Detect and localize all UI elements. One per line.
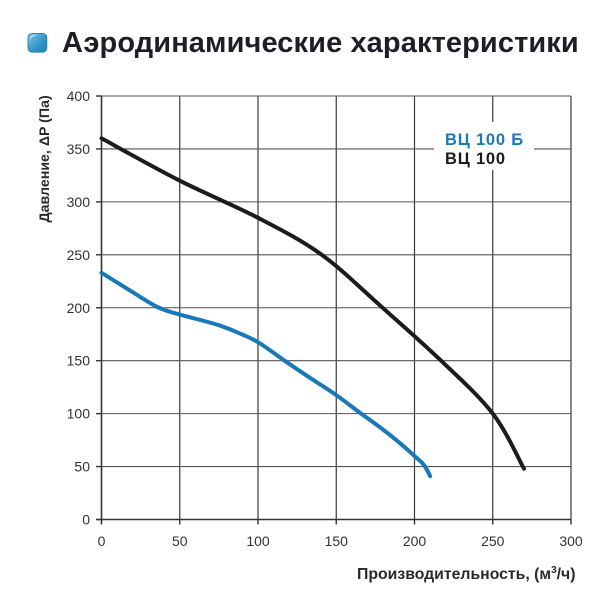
svg-text:ВЦ 100: ВЦ 100 (445, 150, 506, 168)
svg-text:100: 100 (67, 406, 91, 422)
svg-text:300: 300 (67, 194, 91, 210)
svg-text:Аэродинамические характеристик: Аэродинамические характеристики (62, 27, 579, 59)
svg-text:0: 0 (82, 512, 90, 528)
svg-text:100: 100 (246, 533, 270, 549)
svg-text:250: 250 (67, 247, 91, 263)
svg-text:50: 50 (74, 459, 90, 475)
svg-text:Давление, ΔP (Па): Давление, ΔP (Па) (37, 95, 53, 222)
svg-text:0: 0 (98, 533, 106, 549)
svg-text:200: 200 (403, 533, 427, 549)
svg-text:150: 150 (325, 533, 349, 549)
svg-text:250: 250 (481, 533, 505, 549)
svg-text:Производительность, (м3/ч): Производительность, (м3/ч) (357, 565, 576, 583)
svg-text:350: 350 (67, 141, 91, 157)
svg-text:150: 150 (67, 353, 91, 369)
svg-text:ВЦ 100 Б: ВЦ 100 Б (445, 131, 524, 149)
svg-text:300: 300 (559, 533, 583, 549)
svg-text:200: 200 (67, 300, 91, 316)
svg-text:50: 50 (172, 533, 188, 549)
svg-text:400: 400 (67, 88, 91, 104)
